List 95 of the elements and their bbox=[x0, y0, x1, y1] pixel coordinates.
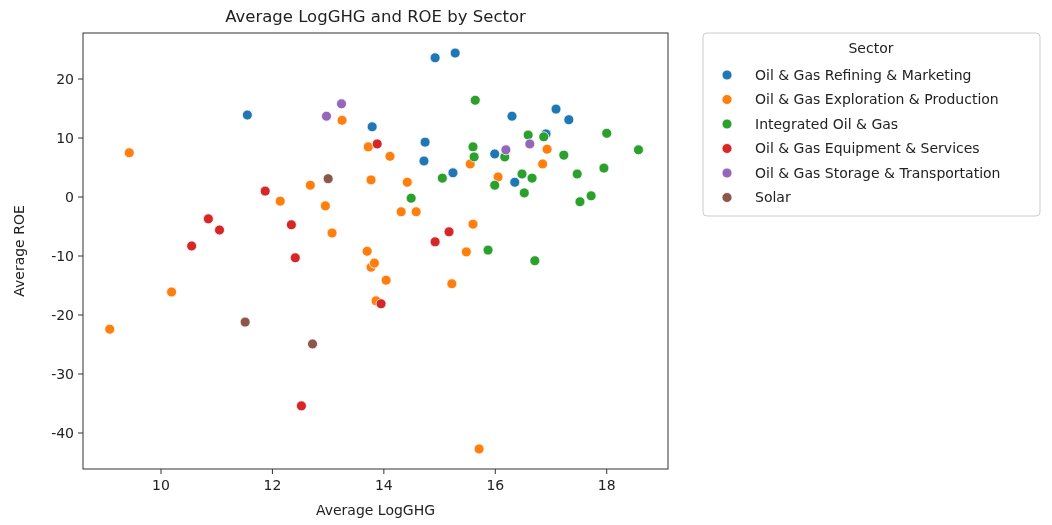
point bbox=[467, 218, 479, 230]
point bbox=[585, 190, 597, 202]
point bbox=[429, 236, 441, 248]
point bbox=[322, 173, 334, 185]
point bbox=[537, 158, 549, 170]
point bbox=[598, 162, 610, 174]
point bbox=[509, 176, 521, 188]
point bbox=[321, 110, 332, 122]
point bbox=[418, 155, 430, 167]
point bbox=[449, 47, 461, 59]
point bbox=[522, 129, 534, 141]
point bbox=[361, 245, 373, 257]
chart-title: Average LogGHG and ROE by Sector bbox=[225, 7, 527, 26]
point bbox=[529, 255, 541, 267]
point bbox=[436, 172, 448, 184]
point bbox=[401, 176, 413, 188]
point bbox=[516, 168, 528, 180]
x-tick-label: 16 bbox=[486, 477, 505, 493]
point bbox=[443, 226, 455, 238]
point bbox=[550, 103, 562, 115]
point bbox=[375, 298, 387, 310]
point bbox=[319, 200, 331, 212]
point bbox=[500, 144, 512, 156]
y-axis-title: Average ROE bbox=[11, 205, 27, 297]
y-tick-label: -30 bbox=[51, 365, 74, 382]
legend-label: Integrated Oil & Gas bbox=[755, 115, 899, 132]
point bbox=[214, 224, 225, 236]
point bbox=[405, 192, 417, 204]
point bbox=[506, 110, 518, 122]
point bbox=[371, 138, 383, 150]
point bbox=[326, 227, 338, 239]
x-tick-label: 14 bbox=[374, 477, 393, 493]
y-tick-label: 10 bbox=[56, 129, 74, 146]
point bbox=[202, 213, 214, 225]
point bbox=[460, 246, 472, 258]
point bbox=[633, 144, 644, 156]
legend-label: Oil & Gas Storage & Transportation bbox=[755, 164, 1001, 181]
point bbox=[166, 286, 177, 298]
point bbox=[429, 52, 441, 64]
point bbox=[526, 172, 538, 184]
point bbox=[104, 323, 116, 335]
legend-label: Oil & Gas Exploration & Production bbox=[755, 91, 999, 108]
point bbox=[492, 171, 504, 183]
point bbox=[259, 185, 271, 197]
point bbox=[473, 443, 485, 455]
legend-title: Sector bbox=[848, 40, 894, 56]
y-tick-label: -20 bbox=[51, 306, 74, 323]
point bbox=[446, 278, 458, 290]
point bbox=[468, 151, 480, 163]
point bbox=[123, 147, 135, 159]
point bbox=[524, 138, 536, 150]
point bbox=[469, 94, 481, 106]
point bbox=[489, 179, 501, 191]
point bbox=[186, 240, 198, 252]
point bbox=[482, 244, 494, 256]
x-tick-label: 18 bbox=[597, 477, 616, 493]
point bbox=[558, 149, 570, 161]
y-tick-label: 20 bbox=[56, 70, 74, 87]
point bbox=[541, 143, 553, 155]
point bbox=[410, 206, 422, 218]
point bbox=[274, 195, 286, 207]
point bbox=[571, 168, 583, 180]
point bbox=[447, 167, 459, 179]
x-tick-label: 12 bbox=[263, 477, 282, 493]
point bbox=[307, 338, 318, 350]
legend-label: Oil & Gas Equipment & Services bbox=[755, 140, 980, 157]
point bbox=[574, 196, 586, 208]
legend-label: Oil & Gas Refining & Marketing bbox=[755, 66, 972, 83]
point bbox=[296, 400, 307, 412]
point bbox=[365, 174, 377, 186]
y-tick-label: -10 bbox=[51, 247, 74, 264]
point bbox=[289, 252, 301, 264]
point bbox=[384, 150, 396, 162]
point bbox=[241, 109, 253, 121]
point bbox=[467, 141, 479, 153]
point bbox=[336, 98, 347, 110]
legend-label: Solar bbox=[755, 189, 791, 206]
point bbox=[368, 257, 380, 269]
y-tick-label: -40 bbox=[51, 424, 74, 441]
point bbox=[489, 148, 501, 160]
point bbox=[380, 274, 392, 286]
point bbox=[563, 114, 575, 126]
point bbox=[366, 121, 378, 133]
point bbox=[336, 114, 348, 126]
point bbox=[601, 127, 613, 139]
y-tick-label: 0 bbox=[65, 188, 74, 205]
point bbox=[518, 187, 530, 199]
point bbox=[362, 141, 374, 153]
point bbox=[304, 179, 316, 191]
point bbox=[285, 219, 297, 231]
point bbox=[395, 206, 407, 218]
x-tick-label: 10 bbox=[152, 477, 170, 493]
point bbox=[419, 136, 431, 148]
point bbox=[239, 316, 251, 328]
x-axis-title: Average LogGHG bbox=[315, 502, 436, 518]
